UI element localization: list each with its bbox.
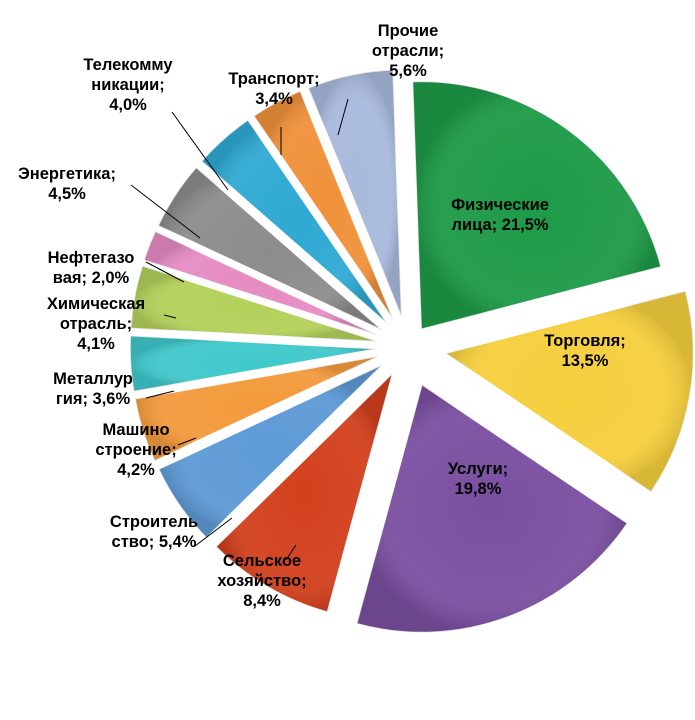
slice-label-9: Нефтегазо вая; 2,0% <box>48 249 135 287</box>
slice-label-11: Телекомму никации; 4,0% <box>83 56 173 114</box>
slice-label-line: Машино <box>102 421 169 439</box>
slice-label-7: Металлур гия; 3,6% <box>53 370 133 408</box>
slice-label-line: 4,0% <box>109 96 147 114</box>
slice-label-line: 13,5% <box>562 352 609 370</box>
slice-label-line: 8,4% <box>243 592 281 610</box>
pie-slice-shade-11 <box>201 119 389 325</box>
slice-label-4: Сельское хозяйство; 8,4% <box>217 552 306 610</box>
leader-line-8 <box>163 314 177 319</box>
pie-slice-shade-8 <box>130 265 379 342</box>
slice-label-line: Металлур <box>53 370 133 388</box>
leader-line-5 <box>194 517 233 547</box>
slice-label-line: отрасль; <box>60 315 132 333</box>
slice-label-line: 4,2% <box>117 461 155 479</box>
slice-label-line: 5,6% <box>389 62 427 80</box>
pie-slice-shade-2 <box>445 290 694 493</box>
leader-line-11 <box>171 111 229 191</box>
pie-slices <box>129 69 695 634</box>
slice-label-line: хозяйство; <box>217 572 306 590</box>
slice-label-line: 4,1% <box>77 335 115 353</box>
pie-slice-shade-13 <box>308 69 402 318</box>
leader-line-10 <box>130 184 201 239</box>
slice-label-line: Прочие <box>378 22 439 40</box>
slice-label-line: Физические <box>451 196 549 214</box>
slice-label-line: отрасли; <box>372 42 444 60</box>
slice-label-line: вая; 2,0% <box>53 269 130 287</box>
slice-label-line: лица; 21,5% <box>451 216 548 234</box>
pie-slice-shade-4 <box>215 372 393 613</box>
pie-slice-shade-9 <box>143 231 381 337</box>
slice-label-line: Телекомму <box>83 56 173 74</box>
slice-labels: Физические лица; 21,5% Торговля; 13,5% Услуг… <box>18 22 626 610</box>
leader-lines <box>130 98 349 561</box>
pie-slice-shade-6 <box>135 356 380 461</box>
leader-line-13 <box>337 98 349 136</box>
slice-label-8: Химическая отрасль; 4,1% <box>47 295 145 353</box>
slice-label-2: Торговля; 13,5% <box>544 332 625 370</box>
pie-slice-shade-1 <box>412 81 662 330</box>
slice-label-line: Химическая <box>47 295 145 313</box>
leader-line-4 <box>285 544 297 561</box>
slice-label-3: Услуги; 19,8% <box>448 460 508 498</box>
slice-label-line: ство; 5,4% <box>112 533 197 551</box>
leader-line-6 <box>177 437 197 446</box>
slice-label-5: Строитель ство; 5,4% <box>110 513 198 551</box>
pie-slice-shade-5 <box>158 364 384 538</box>
slice-label-line: никации; <box>91 76 164 94</box>
slice-label-1: Физические лица; 21,5% <box>451 196 549 234</box>
leader-line-7 <box>145 390 175 399</box>
pie-slice-shade-12 <box>253 90 394 321</box>
pie-slice-shade-3 <box>356 384 628 633</box>
slice-label-line: 4,5% <box>48 185 86 203</box>
slice-label-12: Транспорт; 3,4% <box>228 70 319 108</box>
slice-label-line: Энергетика; <box>18 165 116 183</box>
slice-label-line: строение; <box>95 441 176 459</box>
slice-label-line: Торговля; <box>544 332 625 350</box>
slice-label-line: Сельское <box>223 552 301 570</box>
pie-slice-shade-10 <box>158 167 383 331</box>
slice-label-6: Машино строение; 4,2% <box>95 421 176 479</box>
slice-label-line: гия; 3,6% <box>56 390 131 408</box>
slice-label-10: Энергетика; 4,5% <box>18 165 116 203</box>
slice-label-line: 3,4% <box>255 90 293 108</box>
slice-label-line: Транспорт; <box>228 70 319 88</box>
slice-label-line: Услуги; <box>448 460 508 478</box>
slice-label-line: 19,8% <box>455 480 502 498</box>
slice-label-line: Строитель <box>110 513 198 531</box>
slice-label-line: Нефтегазо <box>48 249 135 267</box>
slice-label-13: Прочие отрасли; 5,6% <box>372 22 444 80</box>
leader-line-9 <box>145 261 185 283</box>
pie-slice-shade-7 <box>130 335 379 392</box>
